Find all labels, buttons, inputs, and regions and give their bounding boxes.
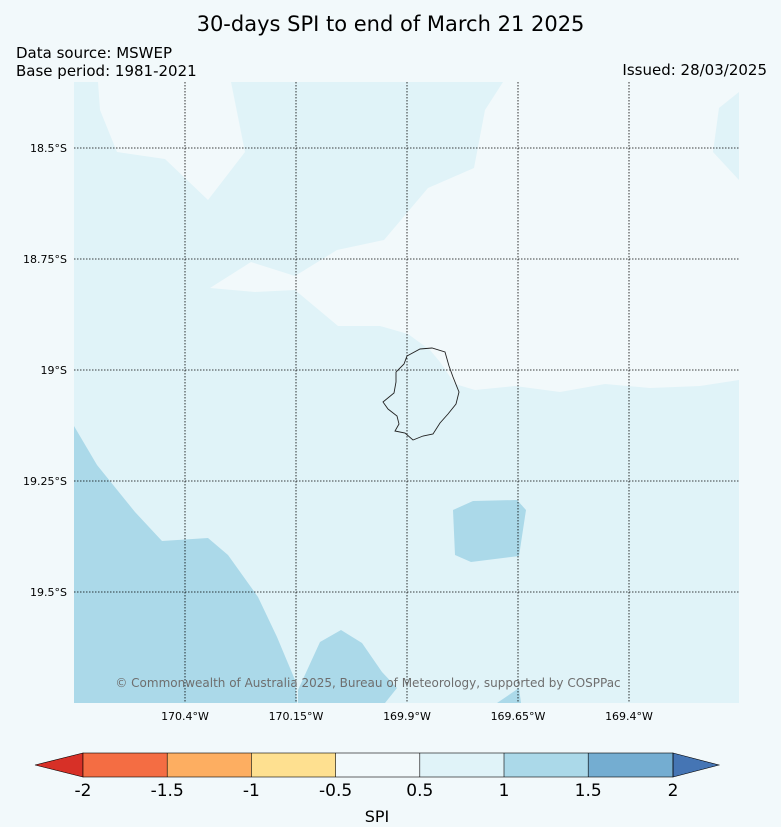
colorbar-tick: -0.5 — [319, 781, 352, 801]
colorbar-tick: 1 — [499, 781, 510, 801]
lat-label: 19.25°S — [23, 475, 67, 488]
colorbar-tick: -1 — [243, 781, 260, 801]
lon-label: 170.4°W — [161, 710, 209, 723]
colorbar-tick: 1.5 — [575, 781, 602, 801]
colorbar-tick: -2 — [75, 781, 92, 801]
longitude-labels: 170.4°W 170.15°W 169.9°W 169.65°W 169.4°… — [161, 710, 653, 723]
colorbar-segment — [588, 753, 673, 777]
spi-region-light-blue-east — [713, 92, 739, 180]
colorbar-segment — [504, 753, 589, 777]
colorbar-tick: -1.5 — [151, 781, 184, 801]
spi-region-medium-blue-bottom — [497, 688, 521, 703]
colorbar-segment — [251, 753, 336, 777]
spi-region-medium-blue-west — [74, 426, 297, 703]
niue-coastline — [382, 347, 460, 441]
base-period-text: Base period: 1981-2021 — [16, 62, 197, 80]
lat-label: 18.5°S — [30, 142, 67, 155]
lon-label: 169.9°W — [383, 710, 431, 723]
spi-region-medium-blue-south — [298, 630, 397, 703]
map-area — [74, 82, 739, 703]
lat-label: 19.5°S — [30, 586, 67, 599]
spi-region-light-blue — [74, 82, 739, 703]
colorbar-label: SPI — [365, 807, 390, 826]
colorbar-segment — [167, 753, 252, 777]
latitude-labels: 18.5°S 18.75°S 19°S 19.25°S 19.5°S — [23, 142, 67, 599]
colorbar-segment — [335, 753, 420, 777]
metadata-left: Data source: MSWEP Base period: 1981-202… — [16, 44, 197, 80]
colorbar-segment — [83, 753, 168, 777]
map-title: 30-days SPI to end of March 21 2025 — [196, 12, 585, 36]
colorbar-tick: 0.5 — [406, 781, 433, 801]
lat-label: 19°S — [41, 364, 67, 377]
lon-label: 170.15°W — [269, 710, 324, 723]
colorbar-segment — [419, 753, 504, 777]
data-source-text: Data source: MSWEP — [16, 44, 173, 62]
colorbar-extend-high — [672, 752, 721, 778]
lon-label: 169.4°W — [605, 710, 653, 723]
graticule — [74, 82, 739, 703]
colorbar: -2 -1.5 -1 -0.5 0.5 1 1.5 2 SPI — [34, 752, 721, 826]
issued-date: Issued: 28/03/2025 — [622, 61, 767, 79]
lon-label: 169.65°W — [491, 710, 546, 723]
copyright-notice: © Commonwealth of Australia 2025, Bureau… — [115, 676, 620, 690]
spi-region-medium-blue-center — [453, 500, 526, 562]
lat-label: 18.75°S — [23, 253, 67, 266]
colorbar-extend-low — [34, 752, 84, 778]
colorbar-tick: 2 — [668, 781, 679, 801]
